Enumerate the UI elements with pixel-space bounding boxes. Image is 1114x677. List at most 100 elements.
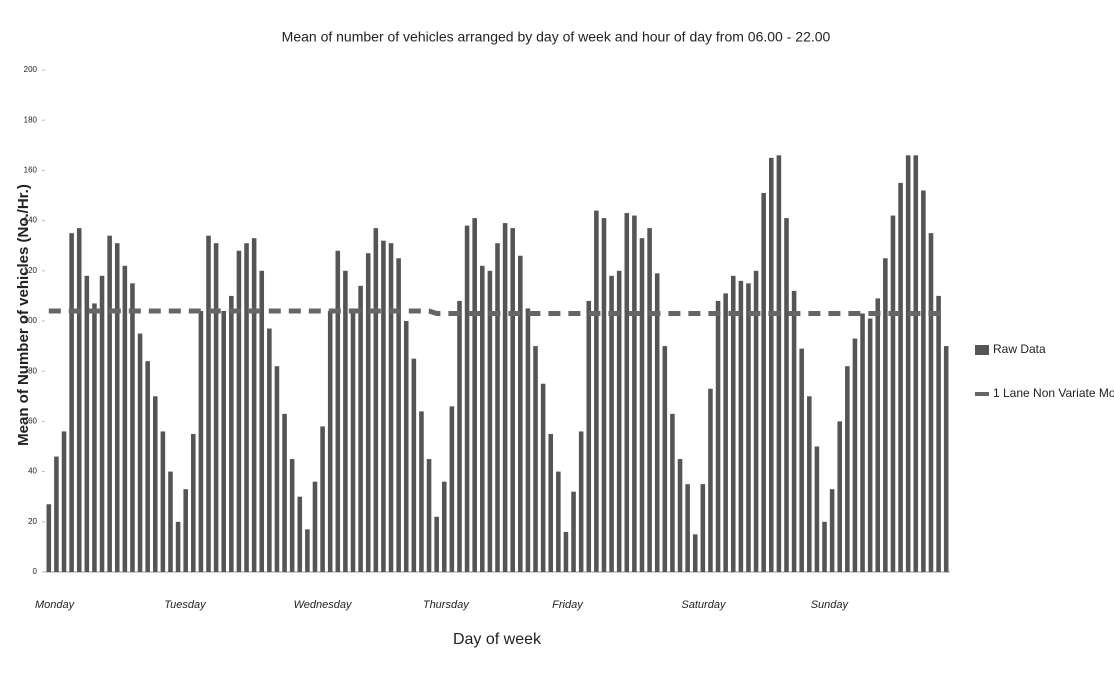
bar — [320, 426, 325, 572]
y-tick-label: 40 — [28, 467, 37, 476]
y-tick-label: 0 — [33, 567, 38, 576]
bar — [480, 266, 485, 572]
x-axis-label: Day of week — [453, 631, 542, 648]
bar — [199, 311, 204, 572]
bar — [647, 228, 652, 572]
bar — [381, 241, 386, 572]
bar — [450, 406, 455, 572]
bar — [510, 228, 515, 572]
bar — [206, 236, 211, 572]
bar — [297, 497, 302, 572]
bar — [655, 273, 660, 572]
model-line — [49, 311, 946, 314]
bar — [161, 431, 166, 572]
bar — [145, 361, 150, 572]
legend-label: 1 Lane Non Variate Model — [993, 386, 1114, 400]
x-tick-label: Thursday — [423, 599, 470, 611]
bar — [533, 346, 538, 572]
bar — [571, 492, 576, 572]
x-tick-label: Saturday — [681, 599, 727, 611]
bar — [62, 431, 67, 572]
bar — [594, 211, 599, 572]
bar — [853, 339, 858, 572]
bar — [100, 276, 105, 572]
bar — [389, 243, 394, 572]
bar — [130, 283, 135, 572]
bar — [632, 216, 637, 572]
bar — [267, 329, 272, 572]
bar — [138, 334, 143, 572]
bar — [305, 529, 310, 572]
bar — [837, 421, 842, 572]
y-tick-label: 100 — [24, 316, 38, 325]
bar — [875, 298, 880, 572]
bar — [503, 223, 508, 572]
bar — [107, 236, 112, 572]
bar — [746, 283, 751, 572]
bar — [290, 459, 295, 572]
legend-label: Raw Data — [993, 342, 1046, 356]
bar — [640, 238, 645, 572]
bar — [374, 228, 379, 572]
bar — [799, 349, 804, 572]
bar — [921, 190, 926, 572]
bar — [777, 155, 782, 572]
bar — [343, 271, 348, 572]
y-tick-label: 200 — [24, 65, 38, 74]
bar — [275, 366, 280, 572]
x-tick-label: Monday — [35, 599, 76, 611]
bar — [541, 384, 546, 572]
bar — [237, 251, 242, 572]
bar — [815, 447, 820, 573]
bar — [526, 308, 531, 572]
bar — [723, 293, 728, 572]
bar — [617, 271, 622, 572]
y-tick-label: 20 — [28, 517, 37, 526]
bar — [427, 459, 432, 572]
bar — [54, 457, 59, 572]
bar — [442, 482, 447, 572]
bar — [351, 308, 356, 572]
bar — [716, 301, 721, 572]
bar — [282, 414, 287, 572]
bar — [860, 313, 865, 572]
bar — [708, 389, 713, 572]
bar — [883, 258, 888, 572]
bar — [366, 253, 371, 572]
bar — [328, 311, 333, 572]
bar — [670, 414, 675, 572]
bar — [913, 155, 918, 572]
bar — [488, 271, 493, 572]
bar — [404, 321, 409, 572]
bar — [183, 489, 188, 572]
bar — [625, 213, 630, 572]
bar — [69, 233, 74, 572]
bar — [434, 517, 439, 572]
y-tick-label: 120 — [24, 266, 38, 275]
bar — [586, 301, 591, 572]
bar — [153, 396, 158, 572]
chart: Mean of number of vehicles arranged by d… — [0, 0, 1114, 672]
bar — [898, 183, 903, 572]
bar — [784, 218, 789, 572]
bar — [822, 522, 827, 572]
bar — [693, 534, 698, 572]
bar — [168, 472, 173, 572]
bar — [936, 296, 941, 572]
bar — [77, 228, 82, 572]
bar — [731, 276, 736, 572]
bar — [564, 532, 569, 572]
y-tick-label: 60 — [28, 417, 37, 426]
bar — [252, 238, 257, 572]
x-tick-label: Friday — [552, 599, 584, 611]
bar — [457, 301, 462, 572]
bar — [465, 226, 470, 572]
bar — [556, 472, 561, 572]
bar — [419, 411, 424, 572]
bar — [191, 434, 196, 572]
bar — [47, 504, 52, 572]
bar — [929, 233, 934, 572]
bar — [685, 484, 690, 572]
bar — [259, 271, 264, 572]
x-tick-label: Sunday — [811, 599, 850, 611]
